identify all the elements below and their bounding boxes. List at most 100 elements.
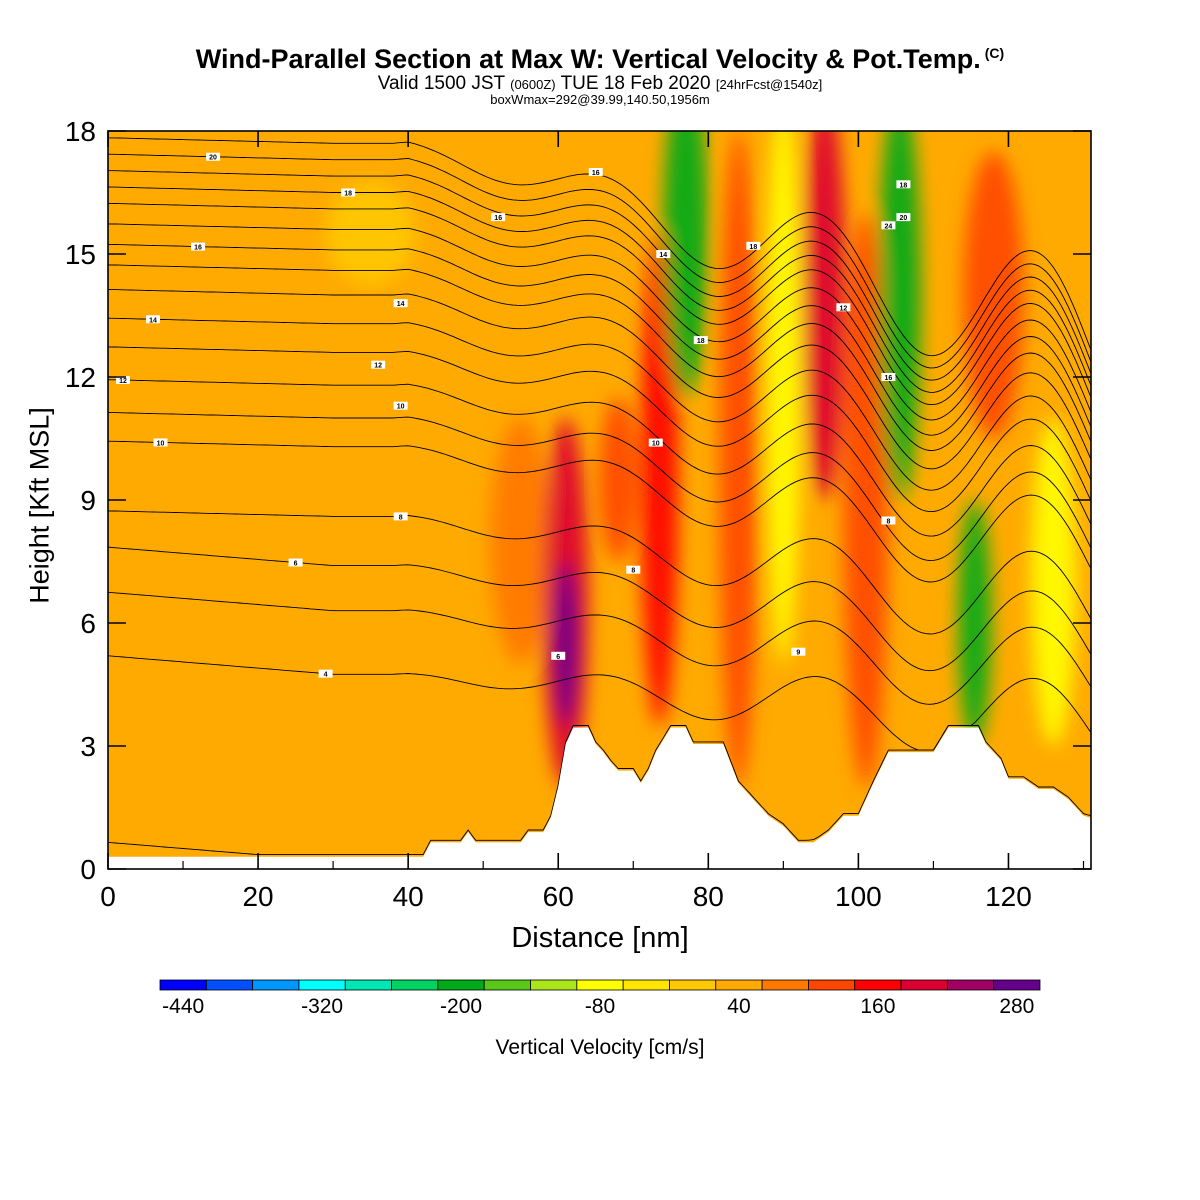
- colorbar-swatch: [437, 979, 485, 991]
- velocity-cell: [325, 182, 416, 285]
- velocity-cell: [803, 131, 846, 500]
- theta-contour-label: 16: [191, 242, 206, 252]
- colorbar-swatch: [483, 979, 531, 991]
- colorbar-swatch: [854, 979, 902, 991]
- theta-contour-line: [108, 546, 1091, 672]
- x-tick-label: 20: [242, 881, 273, 912]
- theta-contour-label: 18: [341, 188, 356, 198]
- theta-contour-label: 16: [881, 373, 896, 382]
- theta-contour-label: 18: [693, 336, 708, 345]
- theta-contour-label: 9: [791, 647, 806, 657]
- theta-contour-label: 12: [836, 303, 851, 312]
- colorbar-swatch: [808, 979, 856, 991]
- colorbar-tick-label: 40: [727, 995, 750, 1018]
- colorbar-label: Vertical Velocity [cm/s]: [495, 1036, 705, 1059]
- svg-text:10: 10: [397, 404, 405, 411]
- velocity-cell: [490, 418, 551, 664]
- svg-text:16: 16: [592, 170, 600, 177]
- colorbar-tick-label: -200: [440, 995, 482, 1018]
- colorbar-swatch: [530, 979, 578, 991]
- theta-contour-label: 10: [153, 438, 168, 447]
- theta-contour-line: [108, 510, 1091, 635]
- x-tick-label: 80: [693, 881, 724, 912]
- theta-contour-line: [108, 440, 1091, 583]
- svg-text:18: 18: [344, 191, 352, 198]
- velocity-cell: [719, 131, 758, 787]
- velocity-cell: [553, 561, 578, 726]
- x-tick-label: 0: [100, 881, 116, 912]
- chart-box-info: boxWmax=292@39.99,140.50,1956m: [490, 92, 710, 107]
- colorbar-swatch: [391, 979, 439, 991]
- svg-text:16: 16: [494, 215, 502, 222]
- velocity-cells: [325, 131, 1076, 787]
- theta-contour-line: [108, 289, 1091, 470]
- x-tick-label: 100: [835, 881, 882, 912]
- colorbar-swatch: [761, 979, 809, 991]
- theta-contour-label: 24: [881, 221, 896, 230]
- theta-contour-label: 8: [626, 565, 641, 575]
- colorbar-swatch: [576, 979, 624, 991]
- svg-text:20: 20: [900, 215, 908, 222]
- y-tick-label: 3: [80, 731, 96, 762]
- theta-contour-label: 18: [746, 241, 761, 251]
- theta-contour-line: [108, 317, 1091, 491]
- svg-text:12: 12: [839, 305, 847, 312]
- theta-contour-line: [108, 170, 1091, 381]
- svg-text:4: 4: [324, 672, 328, 679]
- velocity-cell: [640, 233, 679, 726]
- colorbar-tick-label: -320: [301, 995, 343, 1018]
- svg-text:8: 8: [399, 514, 403, 521]
- colorbar-swatch: [205, 979, 254, 991]
- svg-text:18: 18: [697, 338, 705, 345]
- theta-contour-label: 6: [551, 651, 566, 661]
- velocity-cell: [766, 131, 801, 664]
- theta-contour-label: 14: [146, 315, 161, 324]
- svg-text:12: 12: [119, 378, 127, 385]
- colorbar: -440 -320 -200 -80 40 160 280: [159, 979, 1041, 1018]
- x-axis-label: Distance [nm]: [511, 922, 689, 954]
- theta-contour-label: 6: [288, 558, 303, 568]
- theta-contours: 4 6 8 10 12 14 16 18 20 6 8 9 8 10 10 12 14 12 14 16 16 18 18 1…: [108, 137, 1091, 856]
- y-tick-label: 12: [65, 362, 96, 393]
- colorbar-swatch: [900, 979, 948, 991]
- theta-contour-label: 20: [896, 213, 911, 222]
- svg-text:14: 14: [659, 252, 667, 259]
- x-tick-label: 120: [985, 881, 1032, 912]
- x-tick-label: 40: [393, 881, 424, 912]
- y-axis-label: Height [Kft MSL]: [24, 407, 55, 604]
- velocity-cell: [958, 500, 992, 746]
- theta-contour-label: 8: [393, 512, 408, 521]
- theta-contour-line: [108, 153, 1091, 369]
- theta-contour-label: 18: [896, 180, 911, 189]
- velocity-cell: [878, 131, 921, 500]
- colorbar-swatch: [252, 979, 300, 991]
- y-tick-label: 6: [80, 608, 96, 639]
- theta-contour-line: [108, 591, 1091, 705]
- theta-contour-line: [108, 379, 1091, 537]
- theta-contour-line: [108, 412, 1091, 562]
- theta-contour-line: [108, 655, 1091, 751]
- theta-contour-line: [108, 243, 1091, 436]
- chart-subtitle: Valid 1500 JST (0600Z) TUE 18 Feb 2020 […: [377, 73, 823, 94]
- svg-text:9: 9: [796, 650, 800, 657]
- svg-text:14: 14: [397, 301, 405, 308]
- svg-text:16: 16: [884, 375, 892, 382]
- plot-axes: 0 20 40 60 80 100 120 0 3 6 9 12 15 18: [65, 116, 1092, 912]
- colorbar-swatch: [622, 979, 670, 991]
- svg-text:8: 8: [631, 568, 635, 575]
- velocity-cell: [963, 151, 1024, 439]
- svg-text:18: 18: [749, 244, 757, 251]
- y-tick-label: 0: [80, 854, 96, 885]
- svg-text:12: 12: [374, 363, 382, 370]
- colorbar-tick-label: 280: [999, 995, 1034, 1018]
- theta-contour-label: 10: [648, 438, 663, 448]
- svg-text:8: 8: [886, 519, 890, 526]
- svg-text:10: 10: [157, 440, 165, 447]
- theta-contour-label: 20: [206, 152, 221, 162]
- svg-text:6: 6: [294, 561, 298, 568]
- theta-contour-label: 12: [116, 376, 131, 385]
- velocity-cell: [599, 397, 638, 562]
- svg-text:16: 16: [194, 245, 202, 252]
- colorbar-swatch: [669, 979, 717, 991]
